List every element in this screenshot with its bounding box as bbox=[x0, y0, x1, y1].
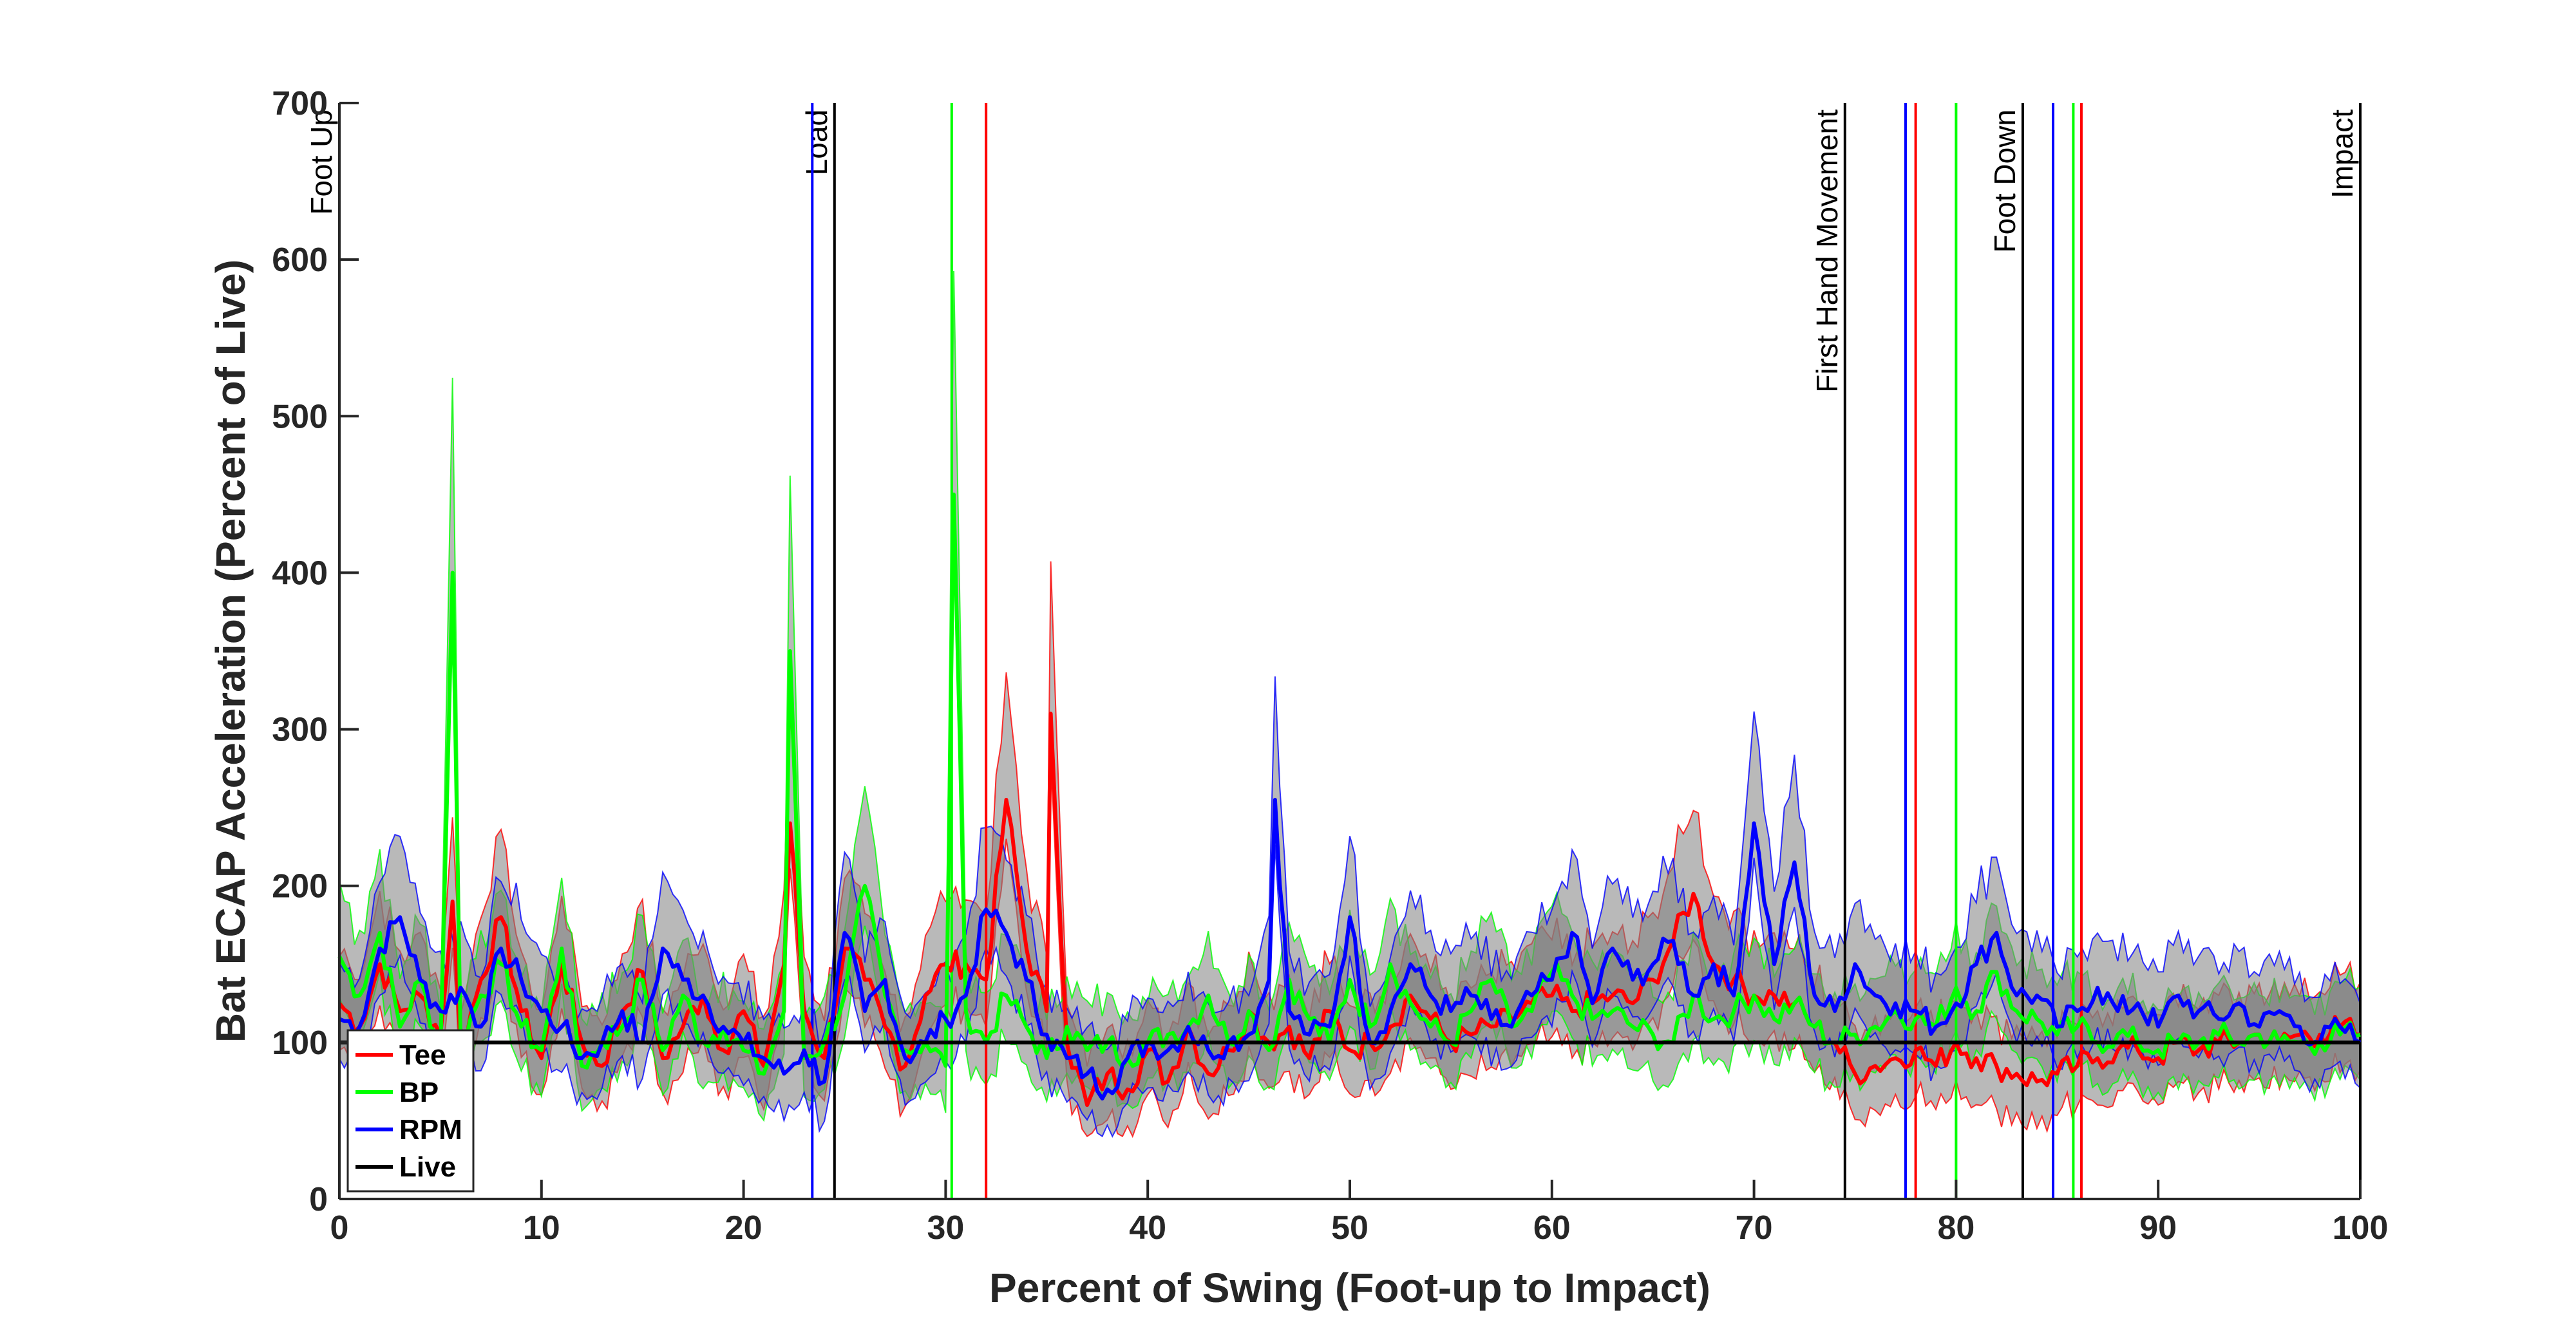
event-lines: Foot Up Load First Hand Movement Foot Down I… bbox=[305, 103, 2362, 1199]
y-tick-label-400: 400 bbox=[272, 554, 328, 592]
axes: 0 10 20 30 40 50 60 70 80 90 100 0 100 200 300 400 500 60… bbox=[272, 85, 2388, 1247]
y-axis-title: Bat ECAP Acceleration (Percent of Live) bbox=[207, 260, 254, 1043]
legend-label-tee: Tee bbox=[399, 1039, 446, 1071]
y-tick-label-600: 600 bbox=[272, 241, 328, 279]
event-label-foot-up: Foot Up bbox=[305, 109, 338, 215]
x-tick-label-30: 30 bbox=[927, 1209, 964, 1247]
series-line-bp bbox=[337, 492, 2361, 1076]
y-tick-label-100: 100 bbox=[272, 1024, 328, 1062]
x-tick-label-80: 80 bbox=[1937, 1209, 1975, 1247]
event-label-load: Load bbox=[800, 109, 833, 175]
x-tick-label-70: 70 bbox=[1736, 1209, 1773, 1247]
series-lines bbox=[337, 492, 2362, 1108]
y-tick-label-300: 300 bbox=[272, 712, 328, 749]
x-tick-label-90: 90 bbox=[2139, 1209, 2177, 1247]
x-tick-label-50: 50 bbox=[1331, 1209, 1368, 1247]
event-label-impact: Impact bbox=[2325, 109, 2359, 198]
x-axis-title: Percent of Swing (Foot-up to Impact) bbox=[989, 1265, 1710, 1311]
legend-label-bp: BP bbox=[399, 1077, 439, 1108]
y-tick-label-700: 700 bbox=[272, 85, 328, 122]
event-label-first-hand-movement: First Hand Movement bbox=[1810, 109, 1844, 393]
y-tick-label-500: 500 bbox=[272, 398, 328, 435]
x-tick-label-20: 20 bbox=[725, 1209, 762, 1247]
x-tick-label-0: 0 bbox=[330, 1209, 349, 1247]
x-tick-label-40: 40 bbox=[1129, 1209, 1166, 1247]
x-tick-label-10: 10 bbox=[523, 1209, 560, 1247]
series-line-rpm bbox=[338, 798, 2362, 1100]
legend-label-rpm: RPM bbox=[399, 1114, 462, 1146]
y-tick-label-0: 0 bbox=[309, 1181, 328, 1218]
y-tick-label-200: 200 bbox=[272, 868, 328, 905]
legend-box bbox=[346, 1029, 475, 1193]
legend: Tee BP RPM Live bbox=[346, 1029, 475, 1193]
event-label-foot-down: Foot Down bbox=[1988, 109, 2022, 252]
x-tick-label-60: 60 bbox=[1533, 1209, 1571, 1247]
x-tick-label-100: 100 bbox=[2333, 1209, 2389, 1247]
legend-label-live: Live bbox=[399, 1151, 456, 1183]
series-line-tee bbox=[337, 712, 2361, 1108]
